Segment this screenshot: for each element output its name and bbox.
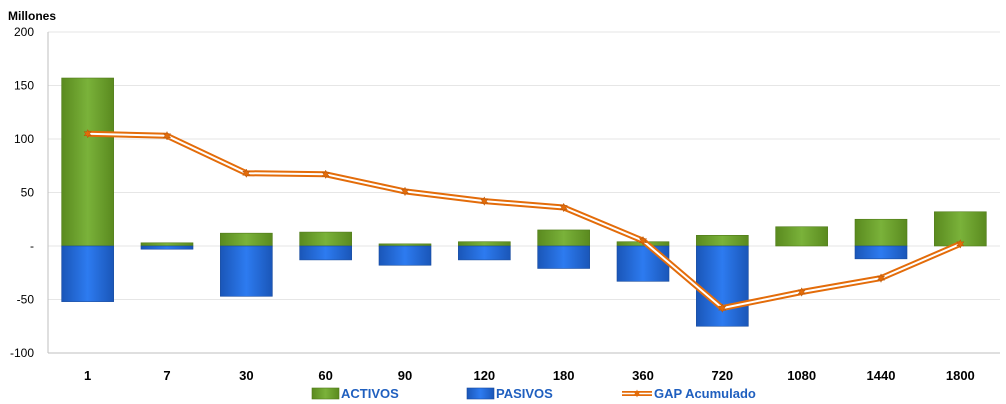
bar-pasivos [696,245,749,327]
bar-activos [458,241,511,247]
x-tick-label: 30 [239,368,253,383]
x-tick-label: 60 [318,368,332,383]
x-tick-label: 1800 [946,368,975,383]
bar-pasivos [854,245,908,260]
y-tick-label: -100 [10,346,34,360]
bar-activos [220,232,273,247]
bar-pasivos [220,245,273,297]
gap-point [242,168,251,179]
bar-pasivos [299,245,352,261]
legend-swatch-activos [311,387,340,400]
gap-point [480,196,489,206]
bars [61,77,987,327]
bar-activos [537,229,590,247]
bar-activos [61,77,114,247]
gap-point [321,169,330,180]
y-tick-label: 50 [21,186,35,200]
x-tick-label: 120 [473,368,495,383]
legend-label: PASIVOS [496,386,553,401]
axes [47,32,1000,354]
x-tick-label: 1080 [787,368,816,383]
bar-pasivos [616,245,670,282]
gap-point [638,235,648,246]
y-tick-label: - [30,239,34,253]
gap-point [956,239,965,249]
gap-line [83,128,965,313]
legend: ACTIVOS PASIVOS GAP Acumulado [311,386,756,401]
bar-activos [378,243,432,247]
bar-activos [140,242,194,247]
gap-point [83,128,92,139]
bar-pasivos [378,245,432,266]
gap-point [718,303,727,313]
x-tick-label: 7 [163,368,170,383]
x-tick-label: 1 [84,368,91,383]
bar-pasivos [537,245,590,269]
y-tick-label: 200 [14,25,34,39]
x-tick-label: 720 [711,368,733,383]
y-tick-label: 100 [14,132,34,146]
legend-marker [633,389,641,398]
gap-point [559,202,568,213]
gap-point [797,287,806,297]
bar-activos [854,218,908,247]
x-tick-label: 1440 [867,368,896,383]
bar-pasivos [140,245,194,250]
legend-label: ACTIVOS [341,386,399,401]
gap-line-inner [87,132,961,310]
grid-lines [48,31,1000,354]
bar-activos [696,235,749,247]
gap-point [400,186,410,197]
x-tick-label: 180 [553,368,575,383]
bar-pasivos [458,245,511,261]
y-tick-label: 150 [14,79,34,93]
y-tick-label: -50 [17,293,35,307]
legend-swatch-pasivos [466,387,495,400]
x-tick-label: 360 [632,368,654,383]
legend-label: GAP Acumulado [654,386,756,401]
x-tick-label: 90 [398,368,412,383]
labels: Millones 200 150 100 50 - -50 -100 1 7 30 60 90 120 18… [8,9,975,383]
unit-label: Millones [8,9,56,23]
bar-activos [299,231,352,247]
bar-activos [775,226,828,247]
gap-point [162,130,172,141]
gap-point [876,273,886,283]
bar-pasivos [61,245,114,302]
